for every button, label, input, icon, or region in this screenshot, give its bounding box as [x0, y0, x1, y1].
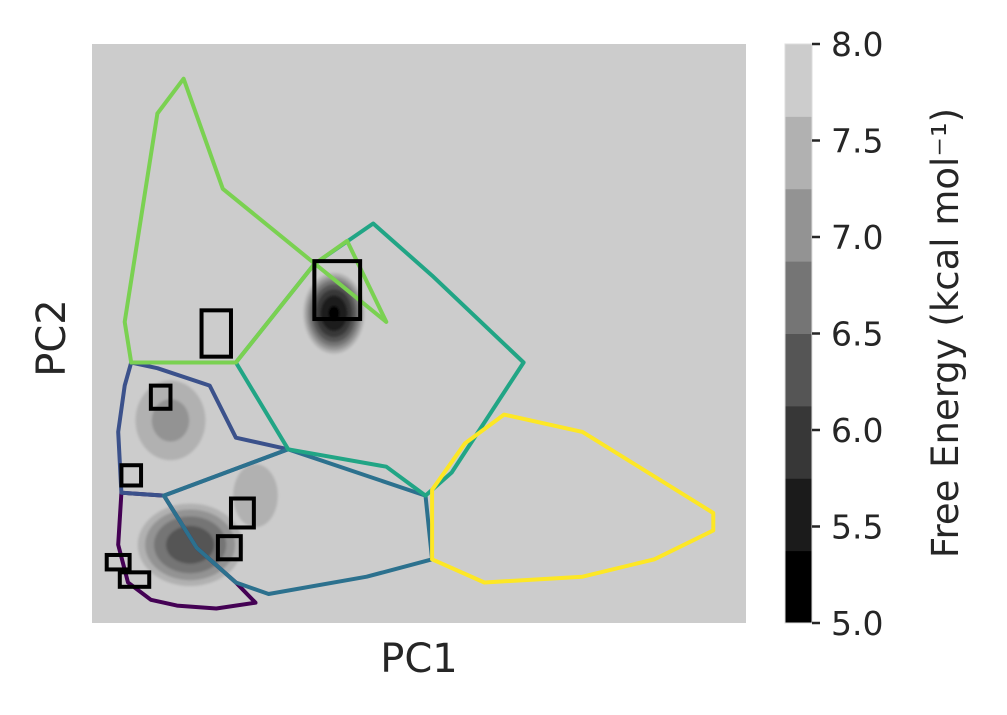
colorbar-tick-label-2: 6.0: [831, 411, 883, 450]
colorbar-segment-4: [785, 261, 812, 334]
minimum-box-7: [117, 570, 152, 589]
minimum-box-6: [104, 552, 132, 572]
state-boundary-4: [122, 76, 389, 365]
colorbar-segment-1: [785, 478, 812, 552]
basin-3: [233, 464, 278, 528]
colorbar: 5.0 5.5 6.0 6.5 7.0 7.5 8.0: [784, 25, 883, 643]
basin-0-contour-0: [328, 305, 340, 321]
basin-0: [303, 272, 365, 354]
minimum-box-2: [148, 383, 173, 411]
state-boundary-5: [430, 412, 716, 585]
minimum-box-4: [228, 496, 256, 530]
y-axis-label: PC2: [29, 299, 75, 377]
minima-boxes: [104, 259, 363, 589]
colorbar-tick-label-5: 7.5: [831, 122, 883, 161]
state-boundary-2: [161, 447, 435, 596]
minimum-box-5: [215, 534, 243, 562]
minimum-box-1: [199, 308, 233, 359]
free-energy-density: [135, 272, 365, 587]
colorbar-tick-label-4: 7.0: [831, 218, 883, 257]
colorbar-segment-0: [785, 550, 812, 624]
colorbar-segment-5: [785, 188, 812, 262]
basin-3-contour-6: [233, 464, 278, 528]
x-axis-label: PC1: [380, 636, 458, 682]
colorbar-tick-label-0: 5.0: [831, 604, 883, 643]
colorbar-tick-label-3: 6.5: [831, 315, 883, 354]
minimum-box-3: [119, 463, 144, 488]
colorbar-segment-6: [785, 116, 812, 190]
colorbar-tick-label-6: 8.0: [831, 25, 883, 64]
colorbar-segment-3: [785, 333, 812, 407]
colorbar-segment-7: [785, 44, 812, 117]
minimum-box-0: [312, 259, 363, 322]
colorbar-label: Free Energy (kcal mol⁻¹): [924, 108, 967, 558]
colorbar-segment-2: [785, 405, 812, 479]
colorbar-tick-label-1: 5.5: [831, 508, 883, 547]
